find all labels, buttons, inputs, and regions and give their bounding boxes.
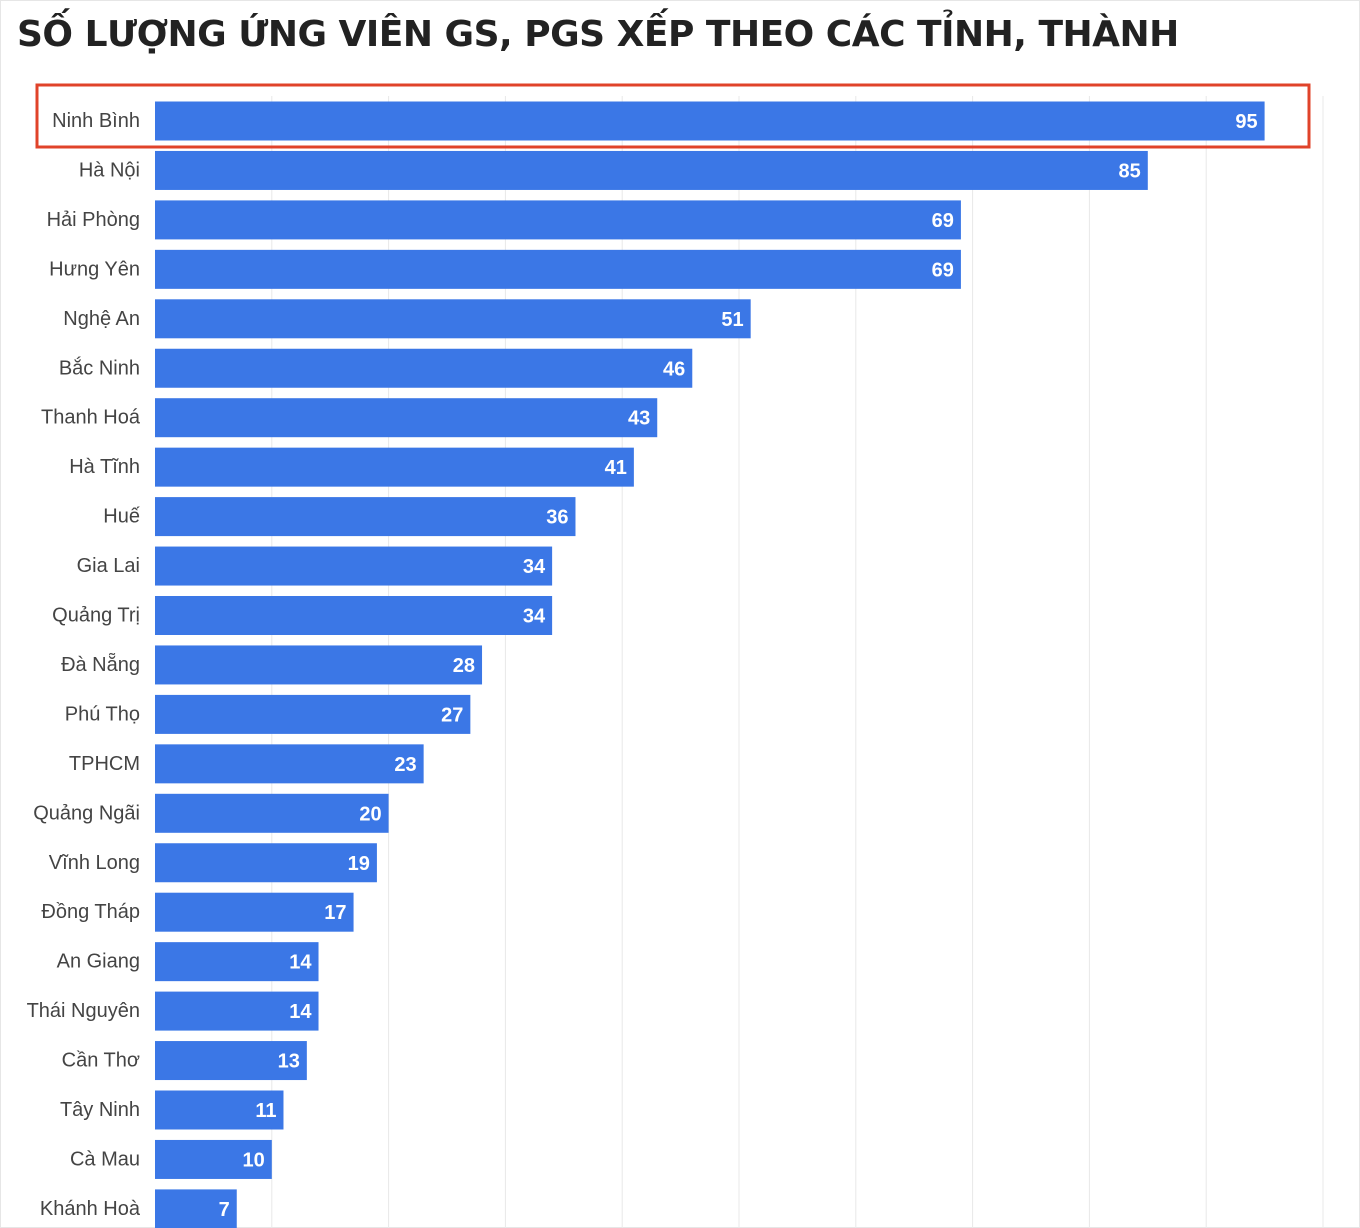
bar bbox=[155, 843, 377, 883]
category-label: Hà Tĩnh bbox=[69, 456, 140, 478]
bar bbox=[155, 546, 553, 586]
bar bbox=[155, 101, 1265, 141]
value-label: 28 bbox=[453, 655, 475, 677]
category-labels: Ninh Bình Hà Nội Hải Phòng Hưng Yên Nghệ An B… bbox=[27, 110, 141, 1220]
bar bbox=[155, 892, 354, 932]
category-label: Quảng Trị bbox=[52, 605, 140, 627]
value-label: 69 bbox=[932, 210, 954, 232]
value-label: 20 bbox=[359, 803, 381, 825]
category-label: Thái Nguyên bbox=[27, 1000, 140, 1022]
category-label: Huế bbox=[103, 506, 140, 528]
category-label: Vĩnh Long bbox=[49, 852, 140, 874]
value-label: 43 bbox=[628, 408, 650, 430]
bar bbox=[155, 299, 751, 339]
value-label: 14 bbox=[289, 1001, 312, 1023]
bar bbox=[155, 645, 483, 685]
bar bbox=[155, 1139, 272, 1179]
bar bbox=[155, 942, 319, 982]
bars bbox=[155, 101, 1265, 1228]
value-label: 95 bbox=[1235, 111, 1257, 133]
category-label: Tây Ninh bbox=[60, 1099, 140, 1121]
value-label: 34 bbox=[523, 556, 546, 578]
value-label: 27 bbox=[441, 704, 463, 726]
category-label: An Giang bbox=[57, 951, 140, 973]
value-label: 13 bbox=[278, 1051, 300, 1073]
value-label: 46 bbox=[663, 358, 685, 380]
value-labels: 95 85 69 69 51 46 43 41 36 34 34 28 27 23 20 19 17 14 14 13… bbox=[219, 111, 1258, 1221]
bar bbox=[155, 793, 389, 833]
value-label: 7 bbox=[219, 1199, 230, 1221]
value-label: 34 bbox=[523, 606, 546, 628]
category-label: Cần Thơ bbox=[62, 1050, 140, 1072]
bar bbox=[155, 991, 319, 1031]
value-label: 85 bbox=[1119, 160, 1141, 182]
value-label: 17 bbox=[324, 902, 346, 924]
value-label: 36 bbox=[546, 507, 568, 529]
highlight-layer bbox=[35, 83, 1311, 149]
bar bbox=[155, 744, 424, 784]
bar bbox=[155, 249, 961, 289]
bar bbox=[155, 150, 1148, 190]
category-label: Đà Nẵng bbox=[61, 653, 140, 676]
bar bbox=[155, 1189, 237, 1228]
bar bbox=[155, 1041, 307, 1081]
bar bbox=[155, 694, 471, 734]
category-label: Khánh Hoà bbox=[40, 1198, 141, 1220]
category-label: Bắc Ninh bbox=[59, 356, 140, 379]
bar bbox=[155, 497, 576, 537]
bar bbox=[155, 200, 961, 240]
value-label: 14 bbox=[289, 952, 312, 974]
category-label: Hải Phòng bbox=[47, 209, 140, 231]
category-label: TPHCM bbox=[69, 753, 140, 775]
value-label: 19 bbox=[348, 853, 370, 875]
bar bbox=[155, 398, 658, 438]
category-label: Ninh Bình bbox=[52, 110, 140, 132]
bar bbox=[155, 596, 553, 635]
category-label: Đồng Tháp bbox=[41, 901, 140, 923]
chart-title: SỐ LƯỢNG ỨNG VIÊN GS, PGS XẾP THEO CÁC T… bbox=[17, 14, 1179, 55]
value-label: 69 bbox=[932, 259, 954, 281]
value-label: 51 bbox=[721, 309, 743, 331]
bar bbox=[155, 348, 693, 388]
value-label: 11 bbox=[255, 1100, 276, 1122]
bar bbox=[155, 447, 634, 487]
value-label: 23 bbox=[394, 754, 416, 776]
category-label: Thanh Hoá bbox=[41, 407, 141, 429]
category-label: Nghệ An bbox=[63, 308, 140, 330]
value-label: 10 bbox=[243, 1149, 265, 1171]
category-label: Phú Thọ bbox=[65, 703, 140, 725]
category-label: Cà Mau bbox=[70, 1148, 140, 1170]
category-label: Hưng Yên bbox=[49, 258, 140, 280]
category-label: Quảng Ngãi bbox=[33, 802, 140, 824]
highlight-box bbox=[35, 83, 1311, 149]
value-label: 41 bbox=[605, 457, 627, 479]
bar bbox=[155, 1090, 284, 1130]
category-label: Gia Lai bbox=[77, 555, 140, 577]
category-label: Hà Nội bbox=[79, 159, 140, 181]
